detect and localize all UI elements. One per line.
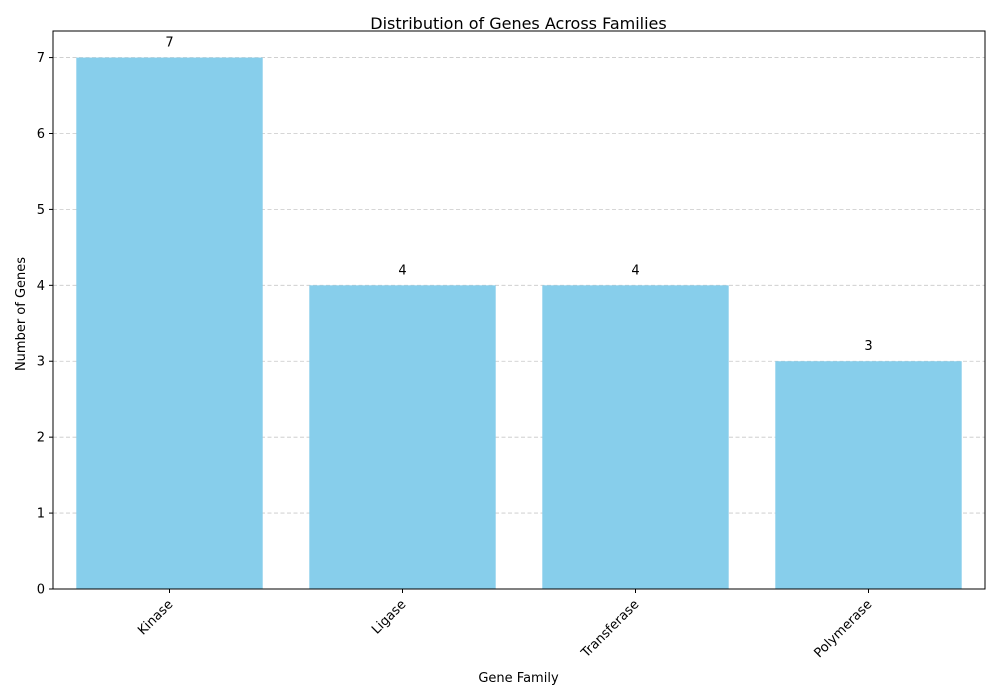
bar-transferase bbox=[542, 285, 729, 589]
data-label: 4 bbox=[631, 263, 639, 278]
y-tick-label: 5 bbox=[37, 203, 45, 218]
data-labels: 7 4 4 3 bbox=[165, 36, 872, 355]
y-tick-label: 0 bbox=[37, 583, 45, 598]
chart-title: Distribution of Genes Across Families bbox=[370, 14, 666, 33]
y-tick-label: 2 bbox=[37, 431, 45, 446]
x-tick-label: Kinase bbox=[135, 597, 176, 638]
x-tick-label: Ligase bbox=[369, 597, 409, 637]
y-tick-label: 7 bbox=[37, 51, 45, 66]
plot-frame bbox=[52, 30, 986, 590]
bar-kinase bbox=[76, 57, 263, 590]
bar-polymerase bbox=[775, 361, 962, 589]
x-axis-title: Gene Family bbox=[478, 671, 559, 686]
y-tick-label: 3 bbox=[37, 355, 45, 370]
data-label: 3 bbox=[864, 339, 872, 354]
x-tick-label: Transferase bbox=[578, 597, 642, 661]
x-tick-label: Polymerase bbox=[811, 597, 875, 661]
data-label: 4 bbox=[398, 263, 406, 278]
y-tick-label: 1 bbox=[37, 507, 45, 522]
data-label: 7 bbox=[165, 36, 173, 51]
bars bbox=[76, 57, 962, 590]
y-tick-label: 4 bbox=[37, 279, 45, 294]
y-axis-title: Number of Genes bbox=[14, 257, 29, 371]
bar-ligase bbox=[309, 285, 496, 589]
y-tick-label: 6 bbox=[37, 127, 45, 142]
